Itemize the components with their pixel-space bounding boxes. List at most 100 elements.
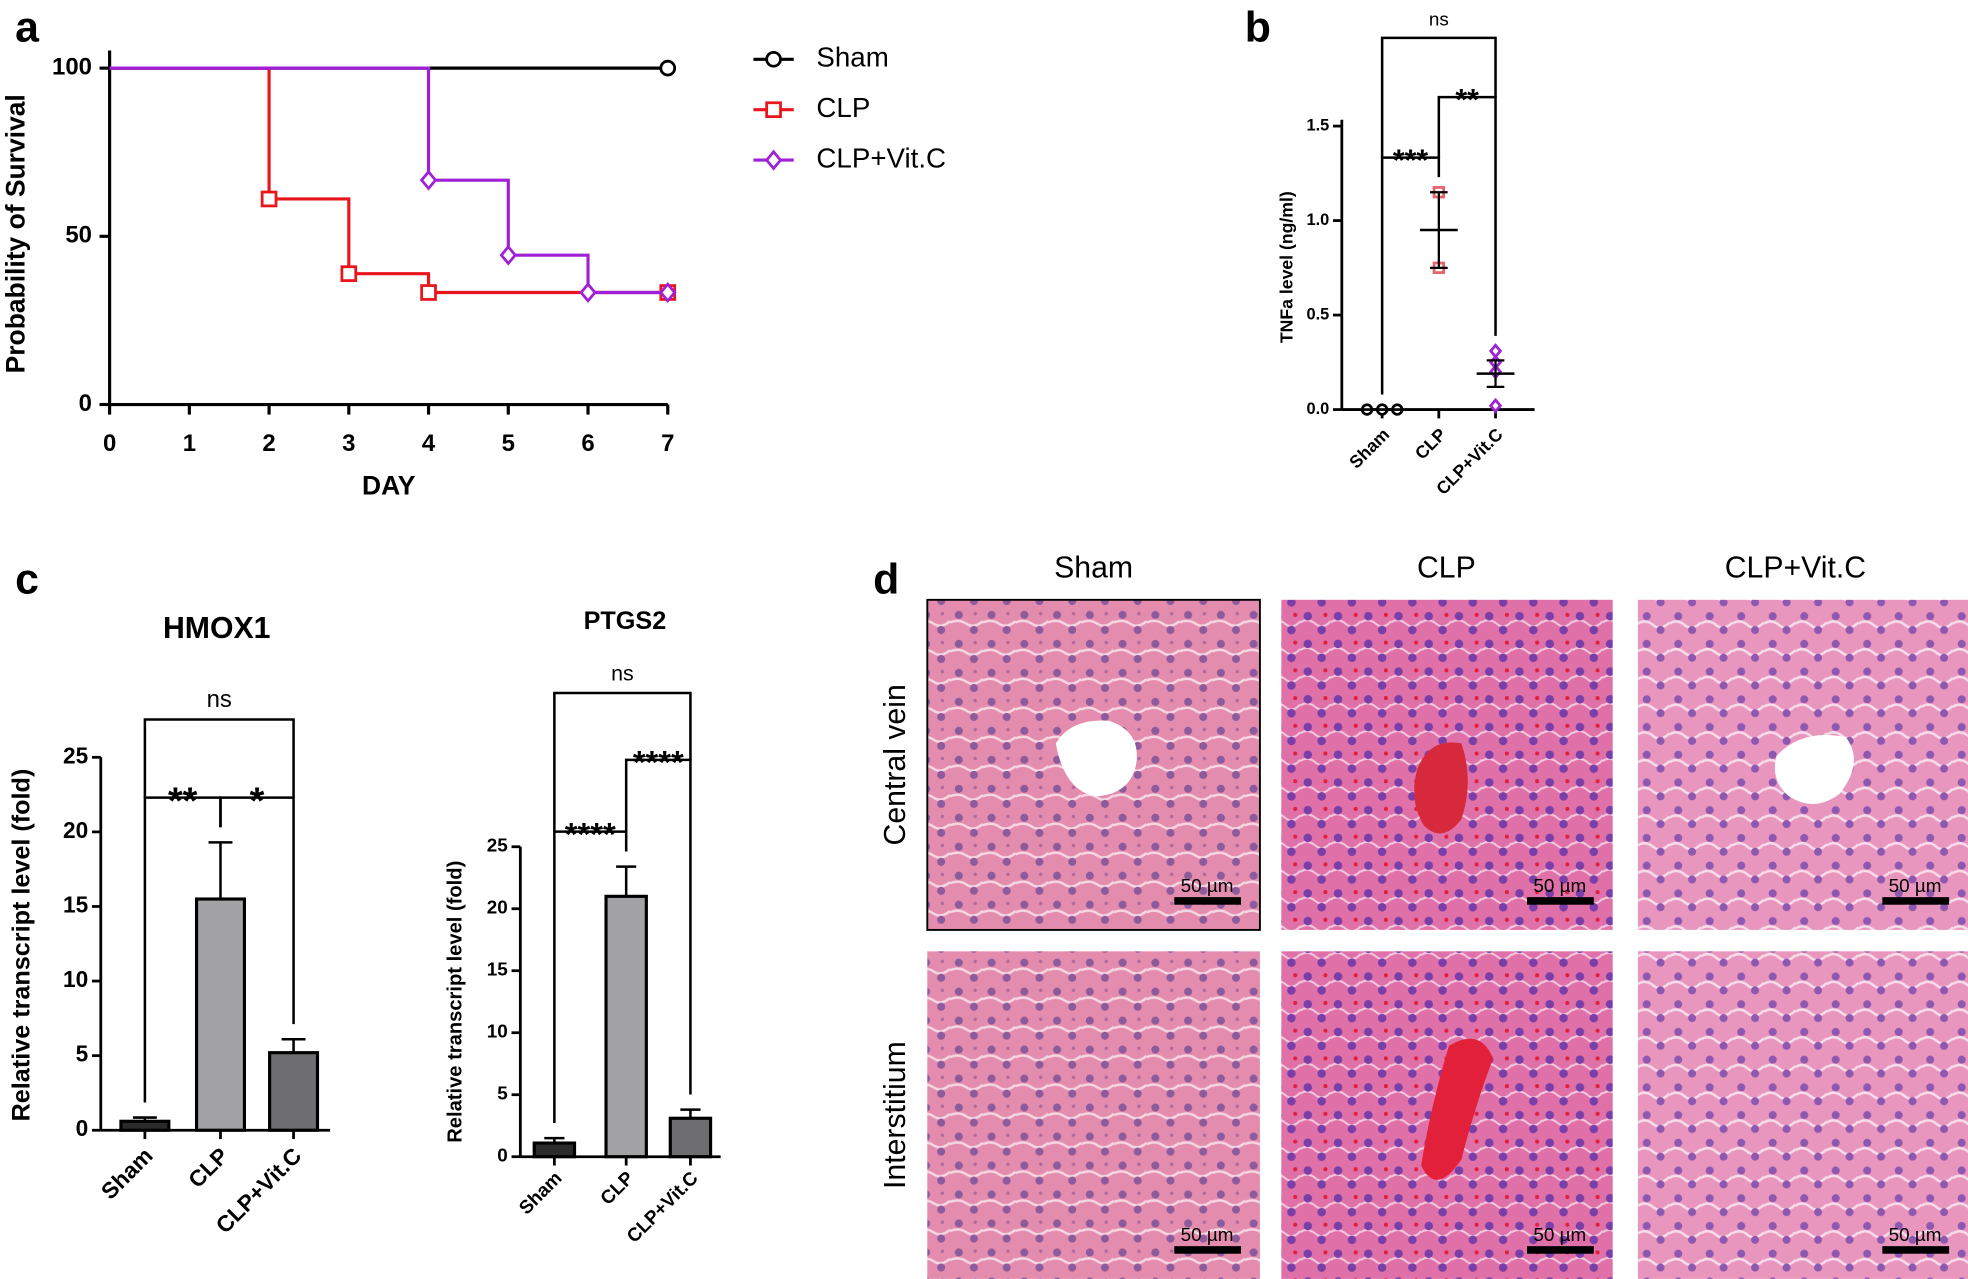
scale-bar bbox=[1174, 897, 1242, 905]
scale-bar-label: 50 µm bbox=[1889, 1225, 1942, 1246]
panel-label: d bbox=[873, 555, 899, 603]
column-label: CLP+Vit.C bbox=[1725, 552, 1866, 585]
x-tick-label: 1 bbox=[183, 430, 196, 457]
marker bbox=[659, 282, 677, 303]
panel-label: a bbox=[15, 4, 40, 52]
bar bbox=[604, 894, 648, 1159]
legend-marker bbox=[765, 101, 782, 119]
error-bar bbox=[281, 1037, 306, 1053]
y-axis-label: TNFa level (ng/ml) bbox=[1276, 191, 1296, 343]
y-tick-label: 10 bbox=[63, 966, 88, 992]
y-tick-label: 0 bbox=[79, 390, 92, 417]
x-tick-label: CLP bbox=[183, 1142, 233, 1192]
micrograph bbox=[927, 951, 1260, 1279]
bar bbox=[532, 1141, 577, 1159]
scale-bar-label: 50 µm bbox=[1533, 1225, 1586, 1246]
congestion bbox=[1414, 742, 1468, 834]
y-axis-label: Probability of Survival bbox=[1, 94, 31, 373]
micrographs bbox=[926, 598, 1968, 1279]
legend-label: CLP bbox=[816, 92, 870, 123]
y-tick-label: 5 bbox=[76, 1041, 89, 1067]
bar bbox=[119, 1119, 171, 1132]
bar bbox=[194, 897, 246, 1132]
y-tick-label: 25 bbox=[487, 836, 508, 857]
row-label: Central vein bbox=[879, 684, 912, 845]
y-tick-label: 5 bbox=[497, 1084, 508, 1105]
marker bbox=[420, 284, 437, 301]
vessel-lumen bbox=[1055, 720, 1137, 797]
bar bbox=[268, 1051, 320, 1132]
legend-marker bbox=[764, 149, 783, 171]
marker bbox=[579, 282, 597, 303]
y-axis-label: Relative transcript level (fold) bbox=[444, 861, 466, 1143]
micrograph bbox=[1637, 951, 1968, 1279]
x-tick-label: Sham bbox=[96, 1142, 158, 1204]
x-tick-label: 4 bbox=[422, 430, 436, 457]
significance-bracket bbox=[1437, 95, 1497, 336]
scale-bar bbox=[1882, 1246, 1950, 1254]
scale-bar bbox=[1527, 1246, 1594, 1254]
x-tick-label: 5 bbox=[502, 430, 515, 457]
scale-bar-label: 50 µm bbox=[1181, 876, 1234, 897]
significance-bracket bbox=[553, 830, 628, 1123]
y-tick-label: 25 bbox=[63, 742, 88, 768]
significance-label: ** bbox=[168, 780, 198, 822]
significance-bracket bbox=[624, 758, 692, 1095]
y-tick-label: 0.5 bbox=[1306, 305, 1329, 323]
significance-label: * bbox=[250, 780, 265, 822]
x-tick-label: CLP bbox=[597, 1168, 639, 1210]
x-tick-label: 6 bbox=[581, 430, 594, 457]
legend-label: CLP+Vit.C bbox=[816, 142, 946, 173]
significance-label: ns bbox=[207, 686, 232, 713]
scale-bar-label: 50 µm bbox=[1181, 1225, 1234, 1246]
y-tick-label: 0 bbox=[76, 1115, 89, 1141]
y-tick-label: 20 bbox=[487, 898, 508, 919]
scale-bar bbox=[1174, 1246, 1242, 1254]
significance-label: *** bbox=[1393, 144, 1429, 177]
congestion bbox=[1421, 1038, 1494, 1180]
scale-bar-label: 50 µm bbox=[1889, 876, 1942, 897]
legend-marker bbox=[765, 50, 782, 68]
chart-title: PTGS2 bbox=[584, 607, 667, 635]
row-label: Interstitium bbox=[879, 1041, 912, 1189]
x-axis-label: DAY bbox=[362, 471, 416, 501]
panel-label: b bbox=[1245, 4, 1271, 52]
significance-label: ns bbox=[1429, 9, 1449, 30]
vessel-lumen bbox=[1774, 735, 1854, 804]
x-tick-label: 7 bbox=[661, 430, 674, 457]
error-bar bbox=[208, 841, 233, 900]
x-tick-label: 2 bbox=[262, 430, 275, 457]
marker bbox=[260, 190, 278, 208]
column-label: Sham bbox=[1054, 552, 1133, 585]
survival-curve bbox=[109, 66, 668, 295]
significance-label: ns bbox=[611, 661, 634, 685]
significance-label: ** bbox=[1455, 84, 1479, 117]
marker bbox=[1488, 397, 1503, 414]
column-label: CLP bbox=[1417, 552, 1476, 585]
y-tick-label: 15 bbox=[63, 891, 88, 917]
significance-bracket bbox=[219, 796, 295, 1025]
legend-label: Sham bbox=[816, 42, 888, 73]
y-tick-label: 50 bbox=[65, 222, 92, 249]
x-tick-label: CLP bbox=[1411, 424, 1450, 463]
x-tick-label: Sham bbox=[1345, 424, 1393, 472]
chart-title: HMOX1 bbox=[163, 612, 270, 645]
y-tick-label: 100 bbox=[52, 53, 92, 80]
error-bar bbox=[1430, 191, 1448, 269]
survival-curve bbox=[109, 66, 668, 295]
significance-bracket bbox=[553, 691, 692, 832]
scale-bar bbox=[1882, 897, 1950, 905]
x-tick-label: Sham bbox=[515, 1168, 566, 1219]
marker bbox=[419, 169, 438, 191]
y-tick-label: 15 bbox=[487, 960, 508, 981]
y-tick-label: 1.0 bbox=[1306, 211, 1329, 229]
y-tick-label: 1.5 bbox=[1306, 116, 1329, 134]
y-axis-label: Relative transcript level (fold) bbox=[7, 769, 35, 1122]
bar bbox=[668, 1116, 713, 1159]
significance-label: **** bbox=[565, 815, 616, 852]
scale-bar bbox=[1527, 897, 1594, 905]
marker bbox=[659, 59, 677, 77]
y-tick-label: 0 bbox=[497, 1146, 508, 1167]
